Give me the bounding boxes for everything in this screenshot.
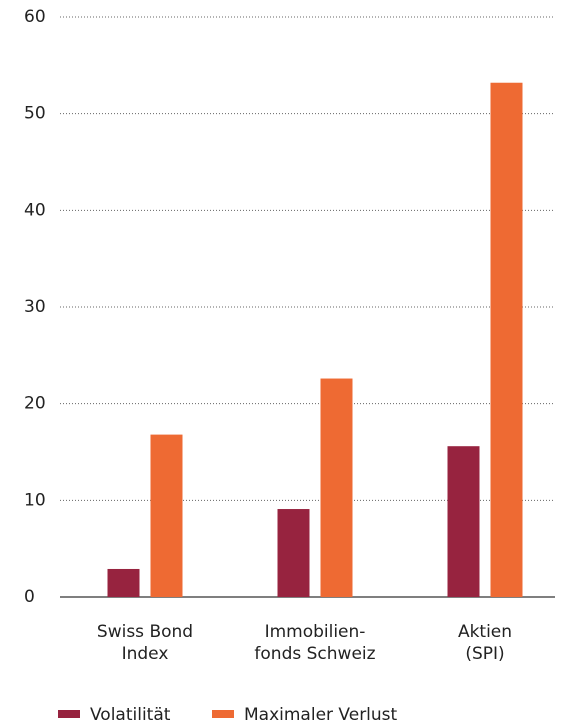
bar: [490, 82, 523, 597]
bar: [150, 434, 183, 597]
x-tick-label: fonds Schweiz: [254, 644, 375, 664]
x-tick-label: Swiss Bond: [97, 622, 193, 642]
legend-label: Maximaler Verlust: [244, 705, 398, 724]
bar: [107, 568, 140, 597]
y-tick-label: 20: [24, 394, 46, 414]
x-tick-label: Aktien: [458, 622, 512, 642]
bar: [320, 378, 353, 597]
y-tick-label: 60: [24, 7, 46, 27]
y-tick-label: 0: [24, 587, 35, 607]
y-tick-label: 10: [24, 490, 46, 510]
y-tick-label: 40: [24, 200, 46, 220]
x-tick-label: Immobilien-: [265, 622, 366, 642]
bar: [277, 509, 310, 597]
bar: [447, 446, 480, 597]
legend-swatch: [58, 710, 80, 718]
y-tick-label: 50: [24, 104, 46, 124]
x-tick-label: Index: [122, 644, 169, 664]
x-tick-label: (SPI): [465, 644, 504, 664]
legend-swatch: [212, 710, 234, 718]
legend-label: Volatilität: [90, 705, 171, 724]
y-tick-label: 30: [24, 297, 46, 317]
